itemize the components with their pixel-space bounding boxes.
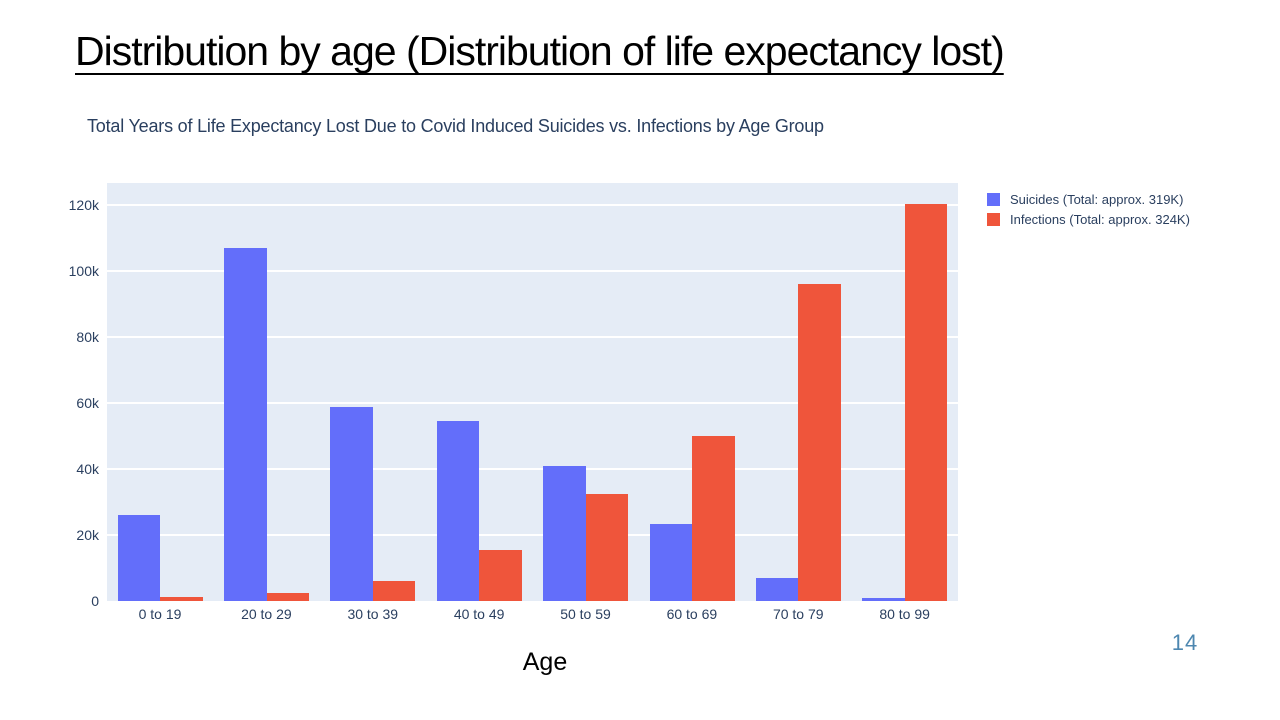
y-tick-label-60k: 60k [76, 395, 99, 412]
x-tick-label-20-to-29: 20 to 29 [241, 606, 292, 622]
y-tick-label-100k: 100k [68, 263, 99, 280]
page-number: 14 [1171, 630, 1199, 655]
slide-title: Distribution by age (Distribution of lif… [75, 28, 1005, 74]
y-tick-label-0: 0 [91, 593, 99, 609]
bar-infections-30-to-39 [372, 581, 416, 601]
y-tick-label-20k: 20k [76, 527, 99, 544]
bar-suicides-80-to-99 [862, 597, 905, 601]
y-tick-label-120k: 120k [68, 197, 99, 214]
bar-suicides-30-to-39 [330, 406, 373, 601]
bar-infections-0-to-19 [160, 597, 203, 601]
x-tick-label-60-to-69: 60 to 69 [666, 606, 718, 622]
bar-infections-20-to-29 [266, 593, 310, 601]
gridline-120k [107, 204, 958, 207]
legend-item-infections: Infections (Total: approx. 324K) [987, 209, 1190, 229]
x-tick-label-0-to-19: 0 to 19 [138, 606, 182, 622]
gridline-20k [107, 534, 958, 537]
legend-label: Suicides (Total: approx. 319K) [1010, 191, 1184, 207]
bar-infections-50-to-59 [585, 493, 629, 601]
legend-swatch-icon [987, 212, 1000, 226]
x-tick-label-40-to-49: 40 to 49 [453, 606, 505, 622]
legend-label: Infections (Total: approx. 324K) [1010, 211, 1190, 227]
y-tick-label-80k: 80k [76, 329, 99, 346]
x-tick-label-70-to-79: 70 to 79 [772, 606, 824, 622]
legend-swatch-icon [987, 192, 1000, 206]
bar-suicides-70-to-79 [755, 577, 799, 601]
bar-suicides-60-to-69 [649, 523, 693, 601]
gridline-60k [107, 402, 958, 405]
bar-suicides-40-to-49 [436, 421, 480, 601]
x-tick-label-50-to-59: 50 to 59 [560, 606, 611, 622]
bar-suicides-50-to-59 [543, 465, 586, 601]
chart-title: Total Years of Life Expectancy Lost Due … [87, 116, 824, 136]
gridline-40k [107, 468, 958, 471]
plot-area [107, 183, 958, 601]
legend-item-suicides: Suicides (Total: approx. 319K) [987, 189, 1190, 209]
bar-infections-40-to-49 [479, 550, 522, 601]
bar-infections-60-to-69 [692, 436, 735, 601]
bar-infections-70-to-79 [798, 283, 841, 601]
x-tick-label-30-to-39: 30 to 39 [347, 606, 399, 622]
bar-suicides-0-to-19 [117, 515, 161, 601]
legend: Suicides (Total: approx. 319K) Infections… [987, 189, 1190, 229]
gridline-100k [107, 270, 958, 273]
bar-suicides-20-to-29 [224, 248, 267, 601]
bar-infections-80-to-99 [904, 203, 948, 601]
y-tick-label-40k: 40k [76, 461, 99, 478]
x-tick-label-80-to-99: 80 to 99 [879, 606, 930, 622]
x-axis-title: Age [522, 648, 568, 676]
gridline-80k [107, 336, 958, 339]
